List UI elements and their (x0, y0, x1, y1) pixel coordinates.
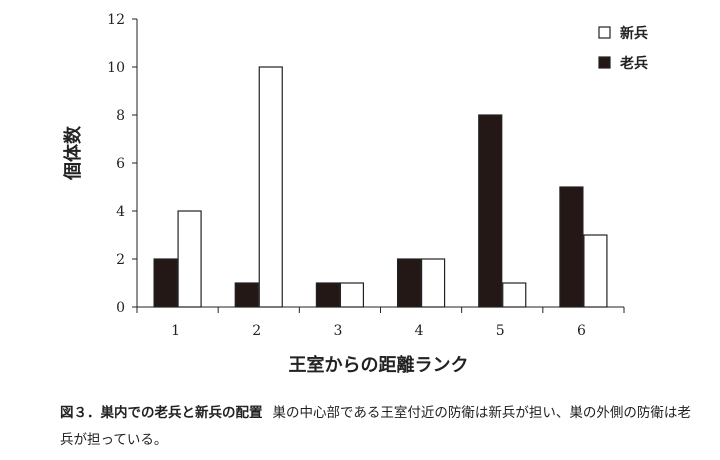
y-tick-label: 12 (107, 12, 125, 28)
bar-series-0 (154, 259, 177, 307)
bar-series-1 (422, 259, 445, 307)
bar-series-1 (340, 283, 363, 307)
legend-swatch (599, 57, 610, 68)
bar-series-1 (503, 283, 526, 307)
x-tick-label: 5 (496, 323, 505, 339)
x-tick-label: 1 (171, 323, 180, 339)
x-ticks-group: 1 2 3 4 5 6 (137, 307, 624, 339)
y-tick-label: 0 (116, 300, 125, 316)
x-tick-label: 6 (577, 323, 586, 339)
y-tick-label: 2 (116, 252, 125, 268)
y-axis-title: 個体数 (62, 125, 84, 181)
figure-caption: 図３．巣内での老兵と新兵の配置 巣の中心部である王室付近の防衛は新兵が担い、巣の外… (60, 400, 700, 454)
caption-label: 図３．巣内での老兵と新兵の配置 (60, 405, 263, 421)
bar-series-0 (235, 283, 258, 307)
bar-series-1 (259, 67, 282, 307)
axes-group (137, 19, 624, 307)
bars-group (154, 67, 607, 307)
bar-series-0 (398, 259, 421, 307)
bar-series-1 (178, 211, 201, 307)
y-tick-label: 6 (116, 156, 125, 172)
y-tick-label: 8 (116, 108, 125, 124)
x-tick-label: 3 (333, 323, 342, 339)
x-tick-label: 4 (415, 323, 424, 339)
bar-series-0 (560, 187, 583, 307)
legend-label: 老兵 (620, 55, 648, 72)
legend-swatch (599, 27, 610, 38)
legend-label: 新兵 (620, 25, 648, 42)
y-ticks-group: 0 2 4 6 8 10 12 (107, 12, 137, 316)
y-tick-label: 10 (107, 60, 125, 76)
x-tick-label: 2 (252, 323, 261, 339)
bar-series-0 (479, 115, 502, 307)
bar-series-0 (316, 283, 339, 307)
bar-series-1 (584, 235, 607, 307)
y-tick-label: 4 (116, 204, 125, 220)
x-axis-title: 王室からの距離ランク (289, 354, 469, 376)
